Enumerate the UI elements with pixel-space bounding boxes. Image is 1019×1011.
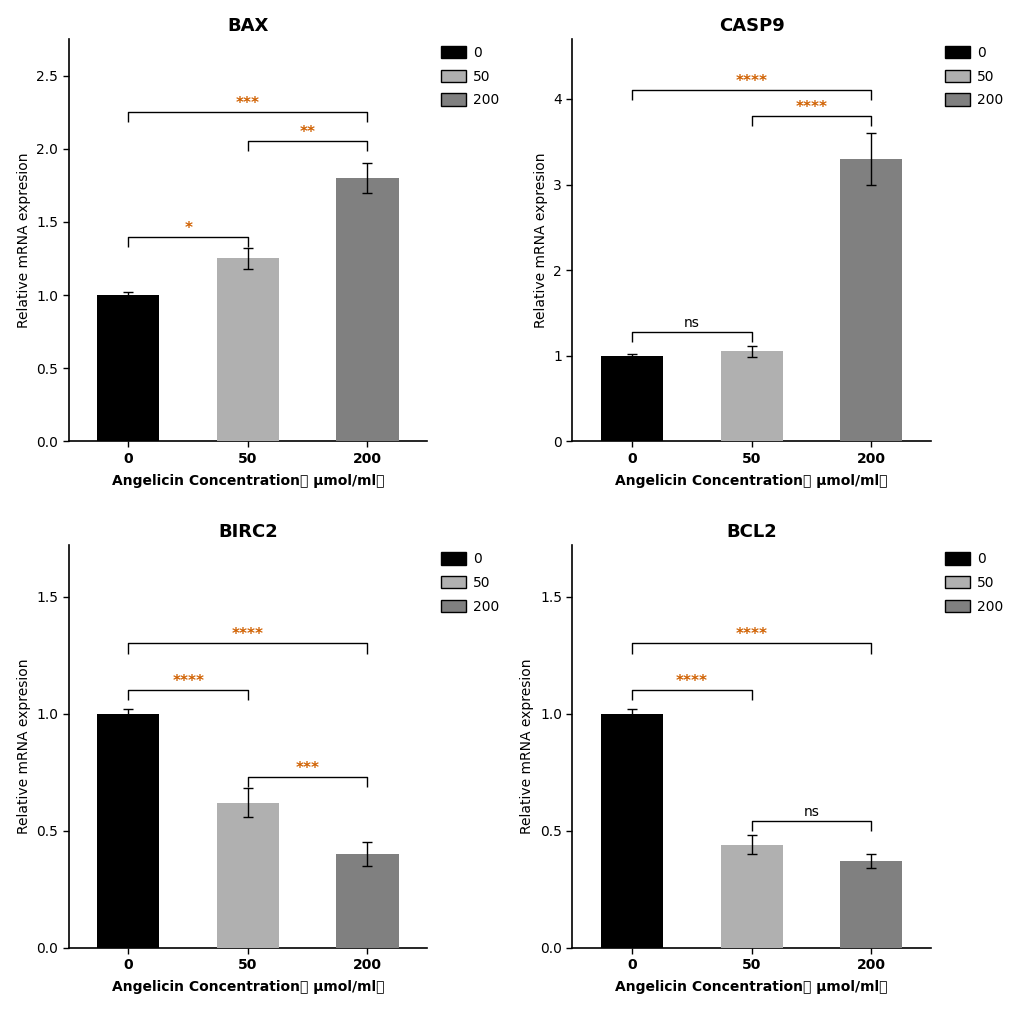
- Text: ****: ****: [795, 100, 826, 115]
- Bar: [97, 295, 159, 442]
- Text: ***: ***: [235, 96, 260, 111]
- Text: ****: ****: [676, 674, 707, 690]
- Title: CASP9: CASP9: [718, 16, 784, 34]
- Bar: [840, 159, 902, 442]
- Y-axis label: Relative mRNA expresion: Relative mRNA expresion: [533, 153, 547, 328]
- Title: BIRC2: BIRC2: [218, 523, 277, 541]
- Text: ****: ****: [172, 674, 204, 690]
- Text: ns: ns: [684, 315, 699, 330]
- Bar: [840, 861, 902, 947]
- Bar: [600, 714, 662, 947]
- Title: BAX: BAX: [227, 16, 268, 34]
- Text: **: **: [300, 125, 316, 141]
- Text: *: *: [184, 220, 192, 236]
- Text: ***: ***: [296, 761, 319, 775]
- Bar: [719, 352, 782, 442]
- Bar: [719, 844, 782, 947]
- Bar: [97, 714, 159, 947]
- Text: ****: ****: [735, 628, 767, 642]
- Bar: [336, 854, 398, 947]
- Y-axis label: Relative mRNA expresion: Relative mRNA expresion: [520, 658, 534, 834]
- Text: ns: ns: [803, 805, 818, 819]
- Legend: 0, 50, 200: 0, 50, 200: [441, 552, 499, 614]
- X-axis label: Angelicin Concentration（ μmol/ml）: Angelicin Concentration（ μmol/ml）: [112, 474, 384, 488]
- Legend: 0, 50, 200: 0, 50, 200: [945, 45, 1003, 107]
- X-axis label: Angelicin Concentration（ μmol/ml）: Angelicin Concentration（ μmol/ml）: [112, 981, 384, 995]
- Bar: [217, 259, 279, 442]
- X-axis label: Angelicin Concentration（ μmol/ml）: Angelicin Concentration（ μmol/ml）: [614, 981, 888, 995]
- Bar: [217, 803, 279, 947]
- Text: ****: ****: [735, 75, 767, 89]
- Legend: 0, 50, 200: 0, 50, 200: [945, 552, 1003, 614]
- X-axis label: Angelicin Concentration（ μmol/ml）: Angelicin Concentration（ μmol/ml）: [614, 474, 888, 488]
- Text: ****: ****: [231, 628, 264, 642]
- Y-axis label: Relative mRNA expresion: Relative mRNA expresion: [16, 658, 31, 834]
- Legend: 0, 50, 200: 0, 50, 200: [441, 45, 499, 107]
- Title: BCL2: BCL2: [726, 523, 776, 541]
- Y-axis label: Relative mRNA expresion: Relative mRNA expresion: [16, 153, 31, 328]
- Bar: [600, 356, 662, 442]
- Bar: [336, 178, 398, 442]
